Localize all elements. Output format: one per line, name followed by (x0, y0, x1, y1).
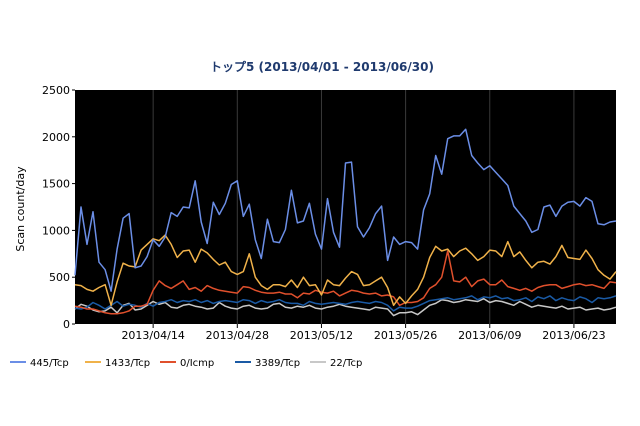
series-line-3389-tcp (74, 295, 617, 312)
legend-label: 0/Icmp (180, 358, 214, 369)
legend: 445/Tcp 1433/Tcp 0/Icmp 3389/Tcp 22/Tcp (10, 358, 362, 369)
y-tick-label: 2000 (42, 131, 70, 144)
x-tick-label: 2013/04/14 (121, 329, 184, 342)
x-tick-label: 2013/04/28 (206, 329, 269, 342)
x-tick-label: 2013/05/26 (374, 329, 437, 342)
series-line-0-icmp (74, 250, 617, 315)
legend-label: 1433/Tcp (105, 358, 150, 369)
y-tick-label: 500 (49, 271, 70, 284)
y-tick-label: 2500 (42, 84, 70, 97)
y-tick-label: 0 (63, 318, 70, 331)
x-tick-label: 2013/05/12 (290, 329, 353, 342)
series-group (74, 128, 617, 317)
x-tick-label: 2013/06/23 (542, 329, 605, 342)
x-axis-ticks: 2013/04/14 2013/04/28 2013/05/12 2013/05/26… (121, 324, 606, 342)
x-tick-label: 2013/06/09 (458, 329, 521, 342)
legend-label: 445/Tcp (30, 358, 69, 369)
legend-label: 3389/Tcp (255, 358, 300, 369)
y-tick-label: 1000 (42, 224, 70, 237)
chart-title: トップ5 (2013/04/01 - 2013/06/30) (210, 59, 434, 74)
y-axis-ticks: 0 500 1000 1500 2000 2500 (42, 84, 75, 331)
legend-label: 22/Tcp (330, 358, 362, 369)
y-tick-label: 1500 (42, 178, 70, 191)
y-axis-label: Scan count/day (14, 166, 27, 252)
series-line-445-tcp (74, 128, 617, 292)
series-line-22-tcp (74, 297, 617, 317)
